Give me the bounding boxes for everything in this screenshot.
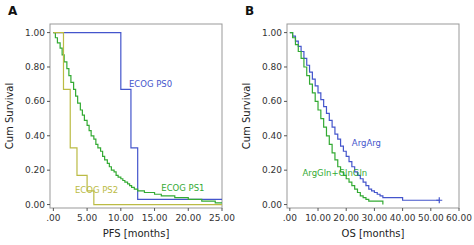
tick-mark: [402, 208, 403, 211]
tick-label: 30.00: [362, 213, 388, 223]
survival-curve: [53, 33, 222, 200]
tick-mark: [47, 204, 50, 205]
tick-label: 0.20: [25, 165, 45, 175]
tick-mark: [284, 170, 287, 171]
plot-data: [53, 33, 222, 205]
tick-mark: [289, 208, 290, 211]
survival-curve: [53, 33, 222, 203]
plot-frame: [50, 24, 222, 208]
tick-mark: [188, 208, 189, 211]
tick-label: 60.00: [446, 213, 472, 223]
tick-mark: [374, 208, 375, 211]
tick-mark: [53, 208, 54, 211]
tick-mark: [284, 32, 287, 33]
tick-label: 0.60: [262, 96, 282, 106]
tick-label: 15.00: [142, 213, 168, 223]
plot-frame: [287, 24, 459, 208]
censor-mark: [436, 197, 442, 203]
curve-label: ECOG PS1: [161, 183, 204, 193]
panel: .00 10.0020.0030.0040.0050.0060.00 0.00 0.2…: [241, 4, 472, 239]
x-axis-label: PFS [months]: [103, 228, 170, 239]
tick-mark: [284, 66, 287, 67]
tick-label: 10.00: [108, 213, 134, 223]
tick-label: 0.80: [25, 62, 45, 72]
tick-mark: [318, 208, 319, 211]
survival-curve: [53, 33, 222, 205]
tick-label: 0.80: [262, 62, 282, 72]
tick-label: 0.40: [25, 131, 45, 141]
tick-mark: [154, 208, 155, 211]
survival-curve: [290, 33, 439, 201]
tick-label: 5.00: [77, 213, 97, 223]
curve-label: ArgArg: [352, 138, 381, 148]
tick-mark: [120, 208, 121, 211]
tick-mark: [459, 208, 460, 211]
x-axis-label: OS [months]: [342, 228, 405, 239]
tick-label: 50.00: [418, 213, 444, 223]
tick-mark: [47, 32, 50, 33]
tick-mark: [47, 170, 50, 171]
panel-title: B: [245, 4, 254, 18]
tick-mark: [346, 208, 347, 211]
tick-mark: [284, 135, 287, 136]
tick-label: 0.00: [25, 200, 45, 210]
y-axis-label: Cum Survival: [4, 83, 15, 150]
tick-label: 20.00: [175, 213, 201, 223]
tick-mark: [47, 135, 50, 136]
tick-label: 0.00: [262, 200, 282, 210]
tick-mark: [430, 208, 431, 211]
tick-label: 1.00: [25, 28, 45, 38]
tick-mark: [284, 101, 287, 102]
curve-label: ECOG PS0: [129, 79, 172, 89]
tick-label: 20.00: [333, 213, 359, 223]
tick-mark: [47, 101, 50, 102]
tick-label: 10.00: [305, 213, 331, 223]
panel: .00 5.00 10.00 15.00 20.00 25.00 0.00 0.20 0.40 0…: [4, 4, 235, 239]
curve-label: ECOG PS2: [75, 185, 118, 195]
tick-mark: [222, 208, 223, 211]
tick-mark: [284, 204, 287, 205]
tick-mark: [87, 208, 88, 211]
curve-label: ArgGln+GlnGln: [303, 168, 368, 178]
tick-label: 40.00: [390, 213, 416, 223]
plot-data: [290, 33, 442, 205]
tick-label: .00: [46, 213, 61, 223]
tick-mark: [47, 66, 50, 67]
panel-title: A: [8, 4, 18, 18]
tick-label: .00: [283, 213, 298, 223]
chart: .00 5.00 10.00 15.00 20.00 25.00 0.00 0.20 0.40 0…: [0, 0, 474, 245]
tick-label: 25.00: [209, 213, 235, 223]
y-axis-label: Cum Survival: [241, 83, 252, 150]
tick-label: 0.20: [262, 165, 282, 175]
tick-label: 1.00: [262, 28, 282, 38]
tick-label: 0.60: [25, 96, 45, 106]
tick-label: 0.40: [262, 131, 282, 141]
survival-curve: [290, 33, 383, 205]
